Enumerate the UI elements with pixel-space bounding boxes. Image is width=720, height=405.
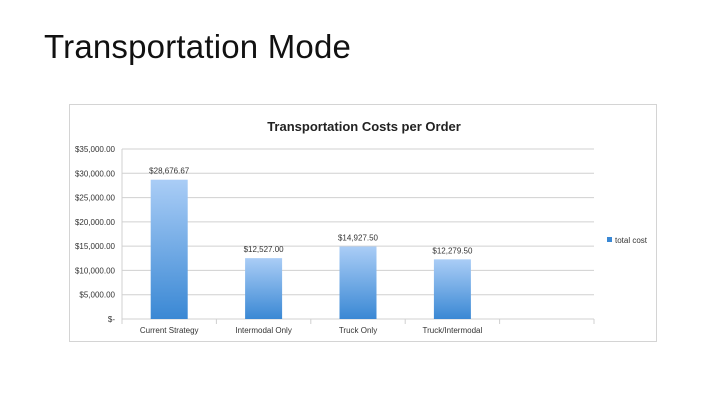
x-tick-label: Truck Only: [339, 326, 377, 335]
bar: [150, 179, 188, 319]
legend-label: total cost: [615, 236, 648, 245]
x-tick-label: Truck/Intermodal: [423, 326, 483, 335]
bar: [433, 259, 471, 319]
y-tick-label: $30,000.00: [75, 169, 116, 178]
bar: [245, 258, 283, 319]
data-label: $28,676.67: [149, 167, 190, 176]
y-tick-label: $10,000.00: [75, 266, 116, 275]
y-tick-label: $20,000.00: [75, 218, 116, 227]
chart-title: Transportation Costs per Order: [267, 119, 461, 134]
y-tick-label: $15,000.00: [75, 242, 116, 251]
legend-swatch: [607, 237, 612, 242]
data-label: $14,927.50: [338, 233, 379, 242]
bar: [339, 246, 377, 319]
x-tick-label: Current Strategy: [140, 326, 199, 335]
data-label: $12,527.00: [244, 245, 285, 254]
x-tick-label: Intermodal Only: [235, 326, 291, 335]
data-label: $12,279.50: [432, 246, 473, 255]
y-tick-label: $25,000.00: [75, 194, 116, 203]
y-tick-label: $35,000.00: [75, 145, 116, 154]
y-tick-label: $-: [108, 315, 115, 324]
y-tick-label: $5,000.00: [79, 291, 115, 300]
page-title: Transportation Mode: [44, 28, 352, 65]
